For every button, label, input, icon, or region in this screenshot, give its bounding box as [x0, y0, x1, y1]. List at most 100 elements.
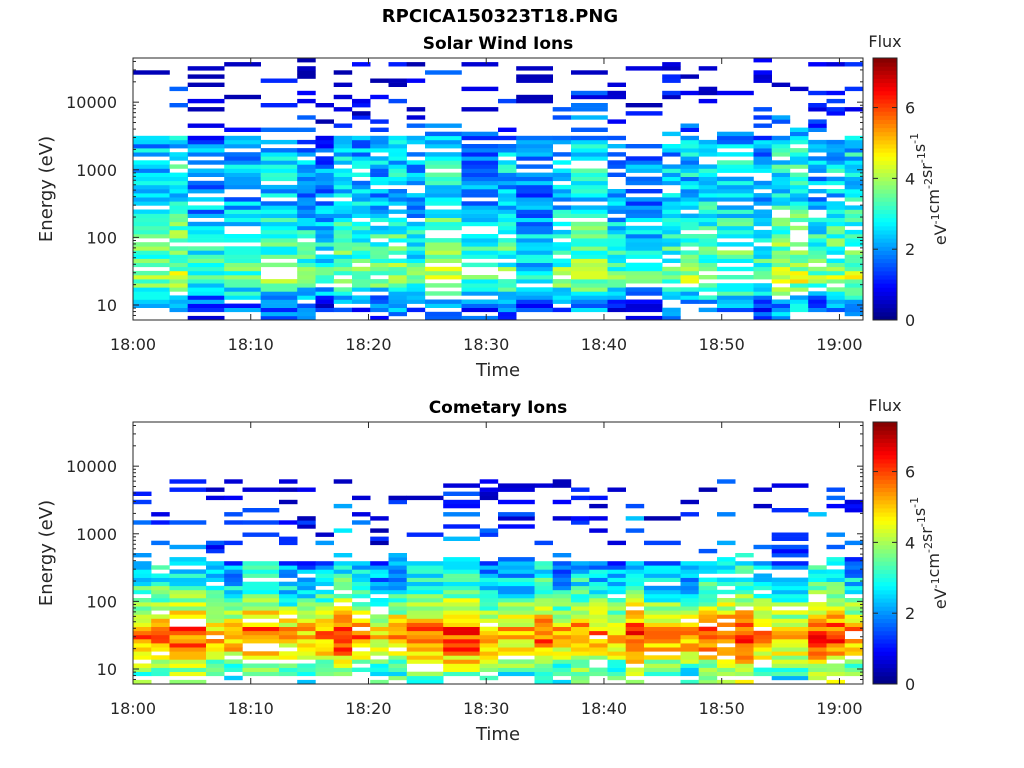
flux-cell	[406, 229, 426, 235]
flux-cell	[826, 217, 845, 223]
flux-cell	[260, 148, 298, 153]
flux-cell	[187, 180, 225, 186]
flux-cell	[625, 655, 645, 660]
flux-cell	[352, 667, 371, 672]
flux-cell	[826, 532, 845, 537]
colorbar-segment	[873, 299, 897, 305]
flux-cell	[224, 221, 261, 227]
colorbar-segment	[873, 156, 897, 161]
flux-cell	[425, 184, 462, 190]
flux-cell	[571, 180, 608, 186]
flux-cell	[552, 172, 572, 177]
flux-cell	[406, 495, 444, 501]
flux-cell	[571, 581, 590, 587]
flux-cell	[297, 577, 316, 582]
colorbar-segment	[873, 581, 897, 587]
flux-cell	[808, 606, 827, 611]
flux-cell	[589, 667, 608, 672]
flux-cell	[169, 135, 188, 141]
flux-cell	[662, 193, 681, 198]
flux-cell	[498, 565, 535, 570]
flux-cell	[771, 585, 809, 591]
flux-cell	[315, 160, 334, 165]
flux-cell	[187, 213, 225, 218]
flux-cell	[534, 573, 553, 578]
flux-cell	[479, 598, 499, 603]
flux-cell	[571, 279, 608, 284]
flux-cell	[607, 299, 626, 304]
flux-cell	[370, 651, 389, 656]
flux-cell	[808, 266, 827, 272]
y-tick-label: 1000	[76, 161, 117, 180]
flux-cell	[498, 246, 517, 251]
flux-cell	[607, 626, 626, 632]
flux-cell	[680, 279, 699, 284]
flux-cell	[388, 634, 407, 640]
colorbar-segment	[873, 634, 897, 640]
flux-cell	[169, 651, 207, 656]
flux-cell	[370, 209, 389, 214]
flux-cell	[808, 307, 827, 313]
y-axis-label: Energy (eV)	[36, 500, 57, 606]
flux-cell	[406, 180, 426, 186]
flux-cell	[224, 62, 261, 67]
colorbar-segment	[873, 483, 897, 488]
flux-cell	[388, 585, 407, 591]
flux-cell	[260, 172, 298, 177]
flux-cell	[406, 225, 426, 231]
colorbar-segment	[873, 307, 897, 313]
flux-cell	[552, 250, 572, 255]
flux-cell	[133, 275, 170, 280]
flux-cell	[826, 279, 845, 284]
flux-cell	[680, 144, 699, 149]
flux-cell	[589, 516, 608, 521]
flux-cell	[771, 667, 809, 672]
y-tick-label: 10	[97, 660, 117, 679]
flux-cell	[771, 598, 809, 603]
flux-cell	[680, 270, 699, 276]
flux-cell	[498, 589, 535, 595]
flux-cell	[443, 614, 480, 619]
flux-cell	[498, 311, 517, 317]
flux-cell	[279, 540, 298, 546]
flux-cell	[187, 303, 225, 308]
flux-cell	[625, 168, 663, 173]
flux-cell	[133, 679, 152, 684]
flux-cell	[571, 585, 590, 591]
flux-cell	[698, 585, 718, 591]
flux-cell	[698, 172, 718, 177]
flux-cell	[315, 610, 334, 615]
flux-cell	[644, 630, 681, 636]
flux-cell	[717, 630, 736, 636]
flux-cell	[479, 569, 499, 574]
flux-cell	[607, 144, 626, 149]
flux-cell	[771, 238, 791, 243]
flux-cell	[753, 74, 772, 79]
flux-cell	[370, 585, 389, 591]
flux-cell	[224, 589, 243, 595]
flux-cell	[717, 679, 736, 684]
colorbar-segment	[873, 675, 897, 681]
flux-cell	[333, 528, 353, 533]
flux-cell	[133, 193, 170, 198]
flux-cell	[552, 242, 572, 247]
flux-cell	[461, 246, 499, 251]
flux-cell	[680, 659, 699, 664]
flux-cell	[680, 201, 699, 206]
flux-cell	[333, 503, 353, 509]
flux-cell	[333, 246, 353, 251]
flux-cell	[753, 573, 772, 578]
flux-cell	[571, 250, 608, 255]
flux-cell	[315, 659, 334, 664]
flux-cell	[297, 180, 316, 186]
flux-cell	[698, 242, 718, 247]
flux-cell	[187, 189, 225, 194]
flux-cell	[771, 279, 791, 284]
flux-cell	[260, 164, 298, 169]
flux-cell	[352, 160, 371, 165]
flux-cell	[589, 614, 608, 619]
flux-cell	[498, 303, 517, 308]
flux-cell	[516, 213, 553, 218]
flux-cell	[224, 495, 243, 501]
flux-cell	[644, 647, 681, 652]
